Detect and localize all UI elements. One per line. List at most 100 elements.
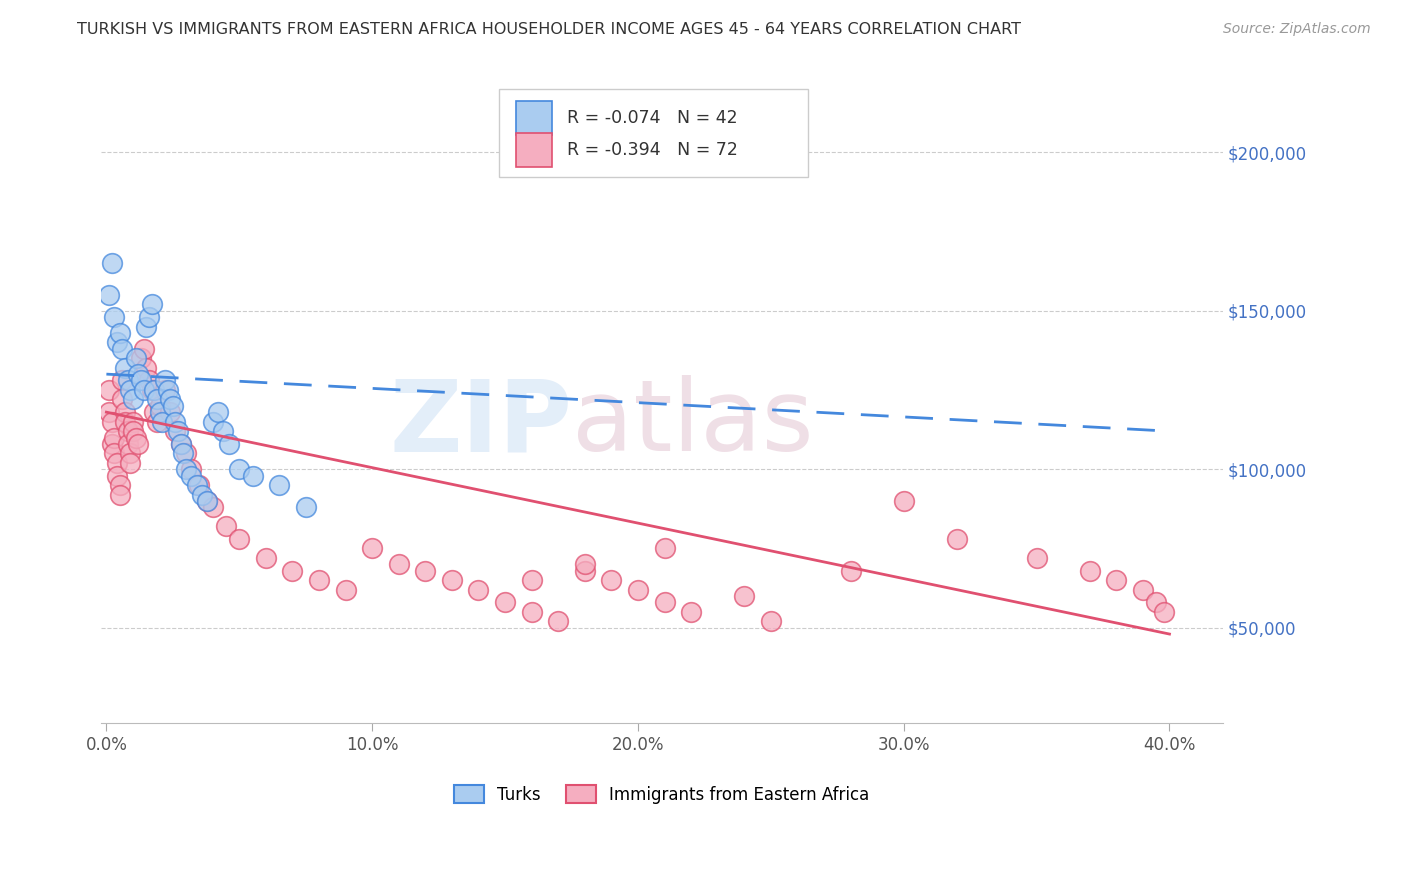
Point [574,564,596,578]
Point [172,446,194,460]
Point [143,383,166,397]
Text: atlas: atlas [572,376,814,473]
Point [388,558,411,572]
Point [129,374,152,388]
Point [100,415,122,429]
Point [135,319,157,334]
Point [600,573,623,587]
Point [122,415,145,429]
Point [124,430,146,444]
Point [114,405,136,419]
Point [122,424,145,438]
Point [98,383,121,397]
Point [1105,573,1128,587]
Point [98,288,121,302]
Point [839,564,862,578]
Text: R = -0.394   N = 72: R = -0.394 N = 72 [567,141,737,160]
Point [195,494,218,508]
Text: R = -0.074   N = 42: R = -0.074 N = 42 [567,109,737,127]
Point [191,487,214,501]
Text: Source: ZipAtlas.com: Source: ZipAtlas.com [1223,22,1371,37]
Point [138,374,160,388]
Point [228,532,250,546]
Point [132,342,155,356]
Point [111,342,134,356]
Point [520,573,543,587]
Point [269,478,291,492]
Point [153,374,176,388]
Point [174,446,197,460]
Legend: Turks, Immigrants from Eastern Africa: Turks, Immigrants from Eastern Africa [446,777,877,812]
Point [759,615,782,629]
Point [124,351,146,366]
Point [165,415,187,429]
Point [114,360,136,375]
Point [148,399,170,413]
Point [135,360,157,375]
Point [103,310,125,324]
Point [103,446,125,460]
Point [361,541,384,556]
Point [105,468,128,483]
Point [201,500,224,515]
Point [111,374,134,388]
Point [156,383,179,397]
Point [228,462,250,476]
FancyBboxPatch shape [516,101,553,135]
Point [946,532,969,546]
Point [893,494,915,508]
Point [1144,595,1167,609]
Point [103,430,125,444]
Point [111,392,134,407]
Point [180,462,202,476]
Point [108,487,131,501]
Point [1078,564,1101,578]
Point [1132,582,1154,597]
Point [120,456,142,470]
Point [547,615,569,629]
Point [141,297,163,311]
Point [165,424,187,438]
Point [207,405,229,419]
Point [627,582,650,597]
Point [167,424,190,438]
Point [108,326,131,340]
Point [174,462,197,476]
Point [150,415,173,429]
Point [98,405,121,419]
Point [218,437,240,451]
Point [520,605,543,619]
Point [159,392,181,407]
FancyBboxPatch shape [516,134,553,167]
Point [654,595,676,609]
Point [254,551,277,566]
Point [180,468,202,483]
Point [153,383,176,397]
Point [108,478,131,492]
Point [120,383,142,397]
Point [127,437,149,451]
Point [212,424,235,438]
Point [117,424,139,438]
FancyBboxPatch shape [499,89,807,177]
Point [1153,605,1175,619]
Point [733,589,755,603]
Point [415,564,437,578]
Point [440,573,463,587]
Point [242,468,264,483]
Text: ZIP: ZIP [389,376,572,473]
Point [188,478,211,492]
Point [117,374,139,388]
Point [201,415,224,429]
Point [132,383,155,397]
Point [114,415,136,429]
Point [146,415,169,429]
Point [494,595,516,609]
Point [117,437,139,451]
Point [186,478,208,492]
Point [294,500,316,515]
Point [159,405,181,419]
Point [335,582,357,597]
Point [215,519,238,533]
Point [1025,551,1047,566]
